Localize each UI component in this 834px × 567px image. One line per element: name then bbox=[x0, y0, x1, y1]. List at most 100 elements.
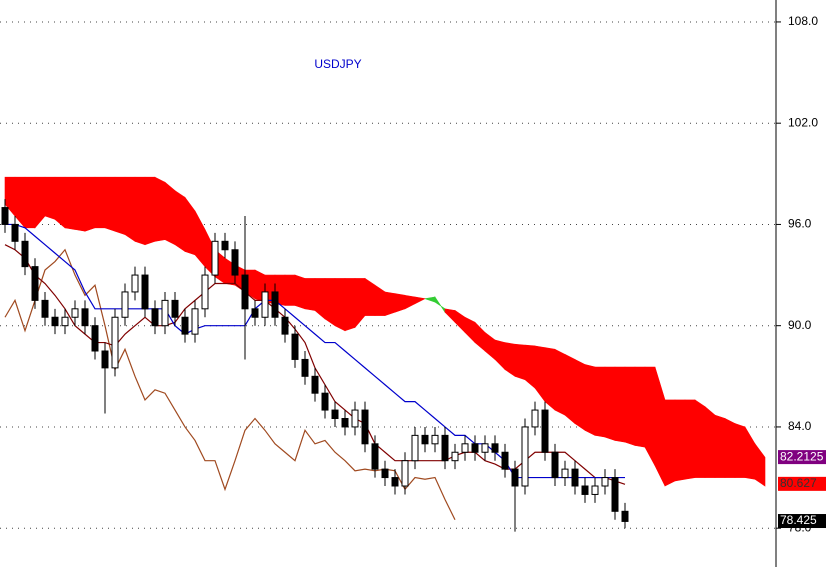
cloud-segment bbox=[624, 366, 636, 446]
cloud-segment bbox=[684, 399, 696, 480]
candle-body bbox=[441, 434, 449, 462]
candle-body bbox=[331, 409, 339, 419]
cloud-segment bbox=[404, 294, 416, 310]
cloud-segment bbox=[84, 176, 96, 232]
candle-body bbox=[211, 240, 219, 276]
cloud-segment bbox=[474, 321, 486, 352]
candle-body bbox=[341, 418, 349, 428]
y-tick-label: 90.0 bbox=[788, 318, 812, 332]
candle-body bbox=[171, 299, 179, 318]
cloud-segment bbox=[484, 331, 496, 361]
cloud-segment bbox=[754, 442, 766, 487]
candle-body bbox=[401, 460, 409, 487]
candle-body bbox=[51, 316, 59, 327]
cloud-segment bbox=[574, 358, 586, 431]
cloud-segment bbox=[524, 344, 536, 389]
cloud-segment bbox=[724, 418, 736, 478]
cloud-segment bbox=[494, 339, 506, 371]
cloud-segment bbox=[584, 364, 596, 436]
cloud-segment bbox=[44, 176, 56, 220]
candle-body bbox=[351, 409, 359, 428]
y-tick-label: 108.0 bbox=[788, 14, 818, 28]
candle-body bbox=[301, 358, 309, 377]
cloud-segment bbox=[634, 366, 646, 448]
candle-body bbox=[381, 468, 389, 479]
cloud-segment bbox=[324, 278, 336, 327]
candle-body bbox=[391, 477, 399, 487]
cloud-segment bbox=[174, 190, 186, 253]
price-label: 82.2125 bbox=[780, 449, 824, 463]
cloud-segment bbox=[154, 176, 166, 242]
candle-body bbox=[541, 409, 549, 453]
price-label: 80.627 bbox=[780, 476, 817, 490]
cloud-segment bbox=[194, 210, 206, 268]
chart-title: USDJPY bbox=[314, 57, 361, 71]
candle-body bbox=[61, 316, 69, 327]
cloud-segment bbox=[14, 176, 26, 229]
cloud-segment bbox=[514, 343, 526, 381]
cloud-segment bbox=[744, 425, 756, 480]
candle-body bbox=[21, 240, 29, 268]
cloud-segment bbox=[444, 308, 456, 324]
candle-body bbox=[501, 451, 509, 470]
candle-body bbox=[471, 443, 479, 453]
candle-body bbox=[161, 299, 169, 327]
cloud-segment bbox=[74, 176, 86, 232]
cloud-segment bbox=[134, 176, 146, 246]
cloud-segment bbox=[564, 353, 576, 425]
cloud-segment bbox=[454, 309, 466, 334]
cloud-segment bbox=[714, 414, 726, 478]
candle-body bbox=[311, 375, 319, 394]
candle-body bbox=[41, 299, 49, 318]
candle-body bbox=[531, 409, 539, 428]
candle-body bbox=[581, 485, 589, 495]
cloud-segment bbox=[554, 348, 566, 416]
cloud-segment bbox=[394, 293, 406, 313]
cloud-segment bbox=[594, 366, 606, 438]
y-tick-label: 96.0 bbox=[788, 217, 812, 231]
candle-body bbox=[1, 207, 9, 225]
cloud-segment bbox=[414, 296, 426, 305]
cloud-segment bbox=[384, 291, 396, 316]
cloud-segment bbox=[734, 423, 746, 478]
cloud-segment bbox=[434, 295, 446, 314]
candle-body bbox=[571, 468, 579, 487]
cloud-segment bbox=[644, 366, 656, 466]
candle-body bbox=[281, 316, 289, 335]
candle-body bbox=[11, 223, 19, 242]
cloud-segment bbox=[54, 176, 66, 229]
cloud-segment bbox=[94, 176, 106, 229]
price-label: 78.425 bbox=[780, 513, 817, 527]
cloud-segment bbox=[654, 366, 666, 487]
cloud-segment bbox=[614, 366, 626, 443]
cloud-segment bbox=[354, 278, 366, 329]
candle-body bbox=[121, 291, 129, 318]
candle-body bbox=[601, 477, 609, 487]
candle-body bbox=[521, 426, 529, 487]
cloud-segment bbox=[24, 176, 36, 229]
candle-body bbox=[491, 443, 499, 453]
cloud-segment bbox=[704, 406, 716, 478]
cloud-segment bbox=[64, 176, 76, 230]
cloud-segment bbox=[544, 347, 556, 411]
y-tick-label: 102.0 bbox=[788, 115, 818, 129]
candle-body bbox=[551, 451, 559, 479]
candle-body bbox=[271, 291, 279, 318]
cloud-segment bbox=[304, 278, 316, 311]
cloud-segment bbox=[674, 399, 686, 482]
candle-body bbox=[481, 443, 489, 453]
cloud-segment bbox=[334, 278, 346, 332]
cloud-segment bbox=[424, 296, 436, 303]
cloud-segment bbox=[344, 278, 356, 332]
candle-body bbox=[421, 434, 429, 445]
cloud-segment bbox=[604, 366, 616, 441]
candle-body bbox=[101, 350, 109, 369]
cloud-segment bbox=[284, 274, 296, 306]
candle-body bbox=[451, 451, 459, 462]
candle-body bbox=[461, 443, 469, 453]
cloud-segment bbox=[364, 277, 376, 316]
indicator-line bbox=[4, 248, 456, 521]
cloud-segment bbox=[694, 399, 706, 478]
cloud-segment bbox=[664, 399, 676, 487]
